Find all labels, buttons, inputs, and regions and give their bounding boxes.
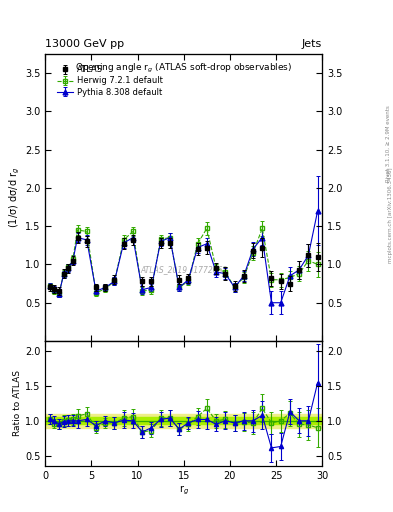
Legend: ATLAS, Herwig 7.2.1 default, Pythia 8.308 default: ATLAS, Herwig 7.2.1 default, Pythia 8.30… xyxy=(55,63,164,98)
Text: Jets: Jets xyxy=(302,38,322,49)
Y-axis label: (1/σ) dσ/d r$_g$: (1/σ) dσ/d r$_g$ xyxy=(7,167,22,228)
Text: mcplots.cern.ch [arXiv:1306.3436]: mcplots.cern.ch [arXiv:1306.3436] xyxy=(387,167,393,263)
Text: Rivet 3.1.10, ≥ 2.9M events: Rivet 3.1.10, ≥ 2.9M events xyxy=(386,105,391,182)
X-axis label: r$_g$: r$_g$ xyxy=(179,483,189,497)
Text: ATLAS_2019_I1772062: ATLAS_2019_I1772062 xyxy=(140,265,228,274)
Y-axis label: Ratio to ATLAS: Ratio to ATLAS xyxy=(13,371,22,436)
Text: 13000 GeV pp: 13000 GeV pp xyxy=(45,38,124,49)
Text: Opening angle r$_g$ (ATLAS soft-drop observables): Opening angle r$_g$ (ATLAS soft-drop obs… xyxy=(75,62,292,75)
